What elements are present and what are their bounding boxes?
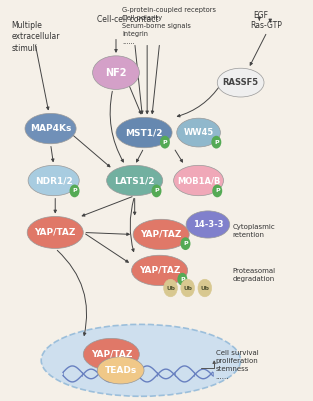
- Text: 14-3-3: 14-3-3: [193, 220, 223, 229]
- Text: Ub: Ub: [183, 286, 192, 290]
- Ellipse shape: [27, 217, 83, 249]
- Ellipse shape: [217, 68, 264, 97]
- Text: P: P: [180, 277, 185, 282]
- Text: P: P: [154, 188, 159, 193]
- Text: Ub: Ub: [166, 286, 175, 290]
- Ellipse shape: [25, 113, 76, 144]
- Ellipse shape: [133, 219, 189, 250]
- Text: G-protein-coupled receptors
Cell polarity
Serum-borne signals
Integrin
......: G-protein-coupled receptors Cell polarit…: [122, 7, 216, 45]
- Text: Proteasomal
degradation: Proteasomal degradation: [233, 268, 276, 282]
- Ellipse shape: [186, 211, 230, 238]
- Circle shape: [212, 184, 222, 197]
- Text: NDR1/2: NDR1/2: [35, 176, 73, 185]
- Ellipse shape: [93, 56, 139, 89]
- Text: P: P: [72, 188, 77, 193]
- Text: Multiple
extracellular
stimuli: Multiple extracellular stimuli: [12, 21, 60, 53]
- Circle shape: [198, 279, 212, 297]
- Ellipse shape: [97, 357, 144, 384]
- Text: RASSF5: RASSF5: [223, 78, 259, 87]
- Text: WW45: WW45: [183, 128, 214, 137]
- Text: MST1/2: MST1/2: [125, 128, 163, 137]
- Ellipse shape: [116, 117, 172, 148]
- Ellipse shape: [107, 165, 163, 196]
- Circle shape: [164, 279, 177, 297]
- Ellipse shape: [131, 255, 188, 286]
- Text: Ub: Ub: [200, 286, 209, 290]
- Text: YAP/TAZ: YAP/TAZ: [141, 230, 182, 239]
- Text: P: P: [215, 188, 220, 193]
- Text: Cell-cell contact: Cell-cell contact: [97, 15, 159, 24]
- Text: P: P: [214, 140, 219, 145]
- Text: YAP/TAZ: YAP/TAZ: [91, 350, 132, 359]
- Text: P: P: [183, 241, 188, 246]
- Circle shape: [181, 279, 194, 297]
- Circle shape: [69, 184, 80, 197]
- Ellipse shape: [28, 165, 79, 196]
- Text: LATS1/2: LATS1/2: [115, 176, 155, 185]
- Text: P: P: [162, 140, 167, 145]
- Ellipse shape: [83, 338, 139, 371]
- Circle shape: [151, 184, 162, 197]
- Text: TEADs: TEADs: [105, 366, 137, 375]
- Circle shape: [160, 136, 170, 148]
- Ellipse shape: [41, 324, 241, 396]
- Text: YAP/TAZ: YAP/TAZ: [34, 228, 76, 237]
- Text: Cytoplasmic
retention: Cytoplasmic retention: [233, 225, 275, 239]
- Circle shape: [211, 136, 221, 148]
- Text: Ras-GTP: Ras-GTP: [250, 21, 282, 30]
- Text: EGF: EGF: [253, 11, 268, 20]
- Text: MOB1A/B: MOB1A/B: [177, 176, 220, 185]
- Text: YAP/TAZ: YAP/TAZ: [139, 266, 180, 275]
- Text: NF2: NF2: [105, 68, 127, 78]
- Text: MAP4Ks: MAP4Ks: [30, 124, 71, 133]
- Ellipse shape: [177, 118, 220, 147]
- Text: Cell survival
proliferation
stemness
......: Cell survival proliferation stemness ...…: [216, 350, 259, 381]
- Ellipse shape: [174, 165, 223, 196]
- Circle shape: [181, 237, 191, 250]
- Circle shape: [177, 273, 187, 286]
